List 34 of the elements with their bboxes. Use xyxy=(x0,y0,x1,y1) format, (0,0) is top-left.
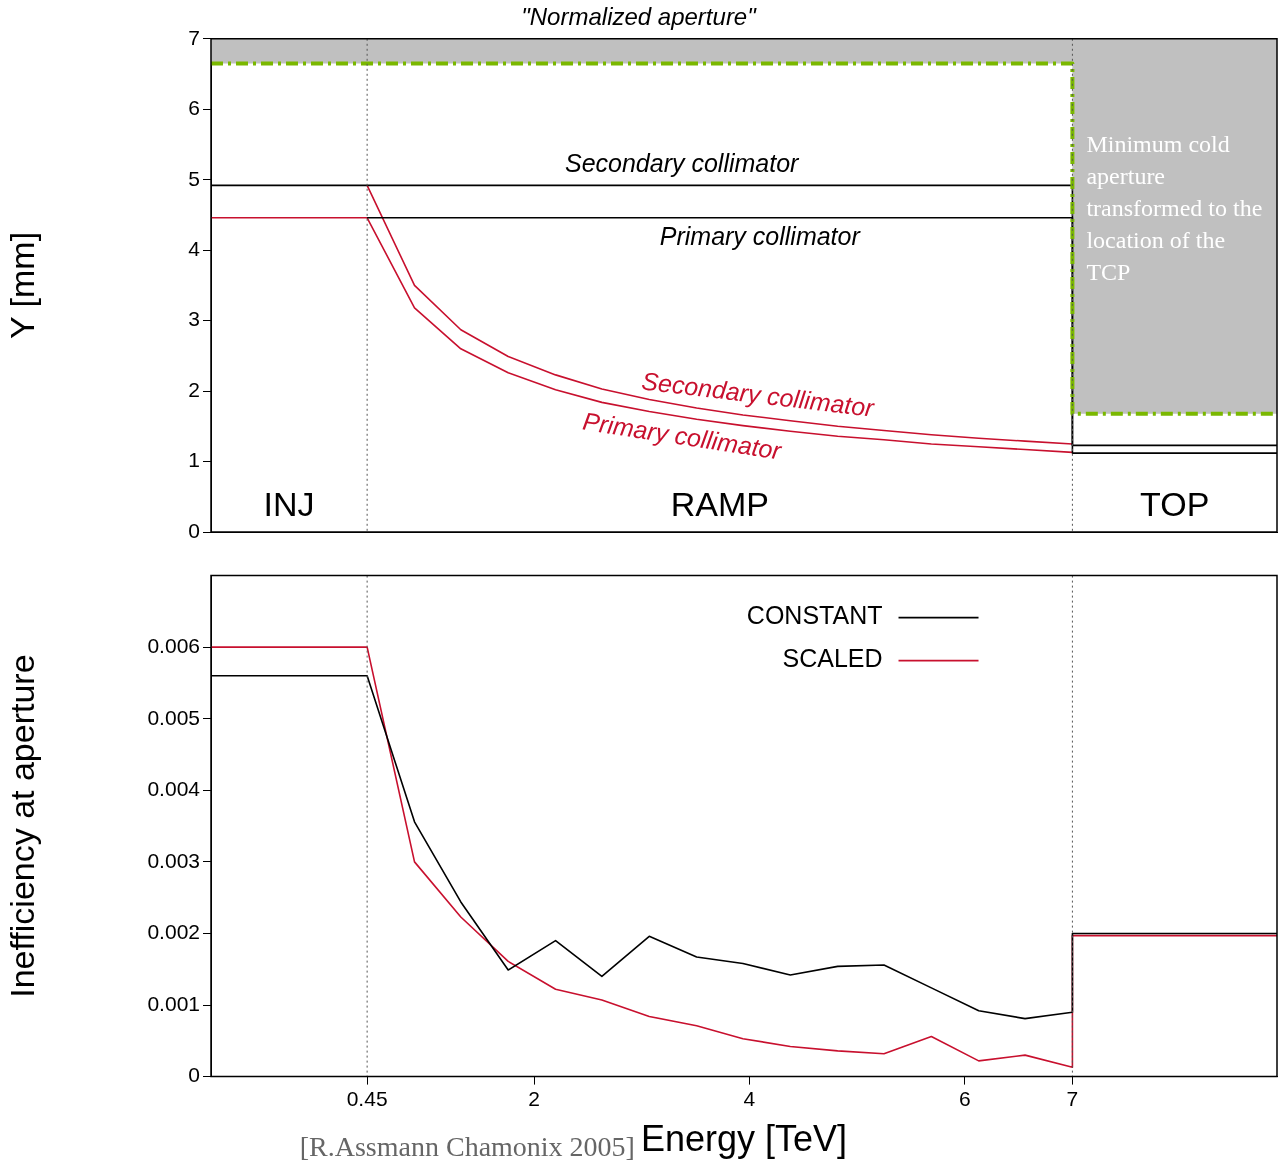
y-tick-label: 3 xyxy=(188,307,200,331)
chart-title: "Normalized aperture" xyxy=(521,3,758,31)
y-tick-label: 7 xyxy=(188,25,200,49)
y-tick-label: 5 xyxy=(188,166,200,190)
text: [R.Assmann Chamonix 2005] xyxy=(299,1131,635,1163)
y-tick-label: 0 xyxy=(188,518,200,542)
x-tick-label: 0.45 xyxy=(346,1087,388,1110)
y-tick-label: 0.002 xyxy=(147,920,200,944)
legend-label: CONSTANT xyxy=(746,601,883,630)
legend-label: SCALED xyxy=(782,644,883,673)
series-label: Primary collimator xyxy=(659,222,862,251)
x-axis-title: Energy [TeV] xyxy=(640,1118,848,1160)
annotation: TOP xyxy=(1140,485,1210,524)
y-tick-label: 6 xyxy=(188,96,200,120)
x-tick-label: 2 xyxy=(528,1087,540,1110)
annotation: RAMP xyxy=(670,485,769,524)
y-tick-label: 0.001 xyxy=(147,991,200,1015)
annotation: INJ xyxy=(263,485,315,524)
annotation: Minimum cold aperture transformed to the location of the TCP xyxy=(1086,131,1263,286)
y-tick-label: 0.004 xyxy=(147,777,201,801)
y-tick-label: 0 xyxy=(188,1063,200,1087)
y-tick-label: 0.005 xyxy=(147,705,200,729)
y-axis-title: Inefficiency at aperture xyxy=(2,654,41,998)
y-tick-label: 1 xyxy=(188,448,200,472)
text: Secondary collimator xyxy=(640,366,877,422)
y-tick-label: 0.003 xyxy=(147,848,200,872)
y-tick-label: 4 xyxy=(188,236,201,260)
x-tick-label: 6 xyxy=(958,1087,971,1110)
y-tick-label: 0.006 xyxy=(147,633,200,657)
y-tick-label: 2 xyxy=(188,377,200,401)
series-label: Secondary collimator xyxy=(564,148,801,177)
x-tick-label: 7 xyxy=(1066,1087,1079,1110)
y-axis-title: Y [mm] xyxy=(2,231,41,339)
x-tick-label: 4 xyxy=(743,1087,756,1110)
